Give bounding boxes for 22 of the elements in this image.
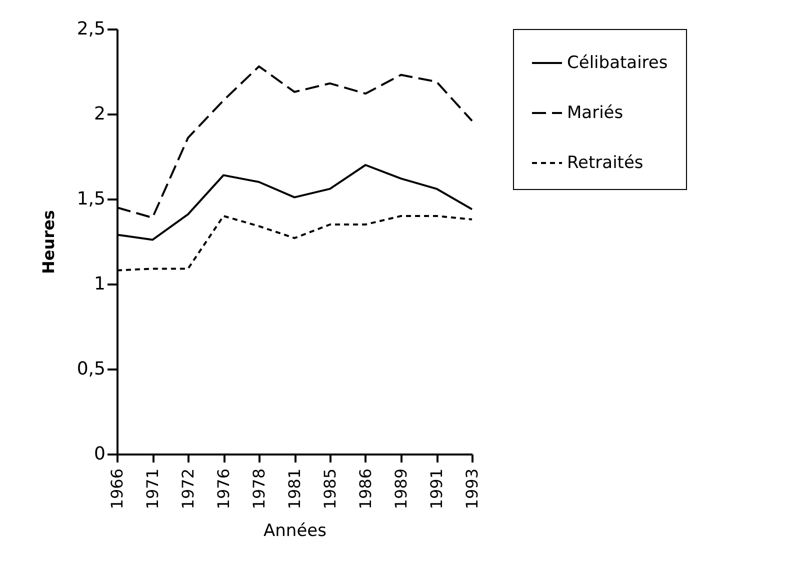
x-tick-label: 1972 [178,468,198,510]
x-tick-label: 1971 [143,468,162,510]
x-tick-label: 1993 [462,468,482,510]
y-tick-label: 0 [94,444,106,464]
legend-label: Célibataires [567,53,668,73]
x-tick-label: 1986 [356,468,375,510]
x-tick-label: 1981 [285,468,304,510]
x-tick-label: 1985 [320,468,340,510]
y-tick-label: 1 [94,274,106,294]
x-axis-title: Années [264,521,327,542]
x-tick-label: 1976 [214,468,233,510]
x-tick-label: 1966 [108,468,126,510]
y-axis-title: Heures [38,210,58,274]
x-tick-label: 1991 [427,468,446,510]
legend-label: Mariés [567,103,624,123]
y-tick-label: 0,5 [76,358,106,380]
y-tick-label: 2 [94,104,106,124]
x-tick-label: 1978 [250,468,268,510]
legend-label: Retraités [567,153,644,173]
y-tick-label: 1,5 [76,188,106,210]
x-tick-label: 1989 [392,468,410,510]
y-tick-label: 2,5 [76,18,106,40]
